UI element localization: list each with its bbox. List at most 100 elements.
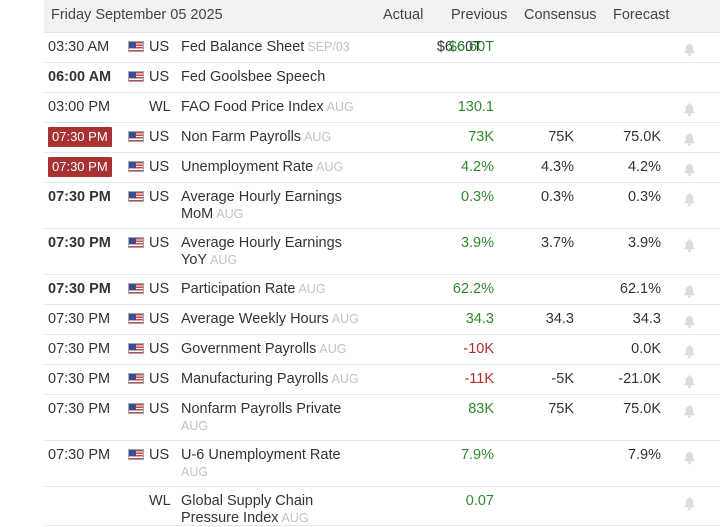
event-time: 06:00 AM (48, 69, 112, 85)
forecast-value: 7.9% (627, 447, 661, 463)
event-name[interactable]: Fed Goolsbee Speech (181, 69, 371, 86)
event-name[interactable]: Global Supply Chain Pressure Index AUG (181, 493, 371, 527)
bell-icon[interactable] (683, 405, 696, 419)
calendar-row[interactable]: 03:30 AM US Fed Balance Sheet SEP/03 $6.60T $… (44, 33, 720, 63)
bell-icon[interactable] (683, 133, 696, 147)
us-flag-icon (128, 283, 144, 294)
forecast-value: 0.3% (627, 189, 661, 205)
us-flag-icon (128, 343, 144, 354)
calendar-row[interactable]: 07:30 PM US Average Hourly Earnings YoY AUG… (44, 229, 720, 275)
bell-icon[interactable] (683, 193, 696, 207)
country-code: US (149, 401, 170, 417)
country-code: US (149, 447, 170, 463)
calendar-row[interactable]: 07:30 PM US Government Payrolls AUG -10K 0.0K (44, 335, 720, 365)
event-name[interactable]: Participation Rate AUG (181, 281, 371, 298)
us-flag-icon (128, 161, 144, 172)
calendar-row[interactable]: 03:00 PM WL FAO Food Price Index AUG 130.1 (44, 93, 720, 123)
country-code: US (149, 159, 170, 175)
event-name[interactable]: Non Farm Payrolls AUG (181, 129, 371, 146)
column-consensus[interactable]: Consensus (524, 7, 597, 23)
consensus-value: 0.3% (540, 189, 574, 205)
forecast-value: 4.2% (627, 159, 661, 175)
event-name[interactable]: Manufacturing Payrolls AUG (181, 371, 371, 388)
bell-icon[interactable] (683, 285, 696, 299)
calendar-row[interactable]: 07:30 PM US Nonfarm Payrolls Private AUG 83K… (44, 395, 720, 441)
us-flag-icon (128, 449, 144, 460)
event-period: AUG (181, 419, 209, 433)
us-flag-icon (128, 403, 144, 414)
event-period: AUG (326, 100, 354, 114)
us-flag-icon (128, 237, 144, 248)
event-time: 07:30 PM (48, 157, 112, 177)
event-name[interactable]: Average Hourly Earnings MoM AUG (181, 189, 371, 223)
forecast-value: 34.3 (632, 311, 661, 327)
event-name[interactable]: U-6 Unemployment Rate AUG (181, 447, 371, 481)
bell-icon[interactable] (683, 239, 696, 253)
event-period: AUG (216, 207, 244, 221)
event-time: 07:30 PM (48, 189, 111, 205)
event-title: Government Payrolls (181, 341, 317, 357)
event-title: U-6 Unemployment Rate (181, 447, 341, 463)
previous-value: 73K (468, 129, 494, 145)
us-flag-icon (128, 373, 144, 384)
event-name[interactable]: Unemployment Rate AUG (181, 159, 371, 176)
bell-icon[interactable] (683, 103, 696, 117)
bell-icon[interactable] (683, 345, 696, 359)
event-time: 07:30 PM (48, 235, 111, 251)
previous-value: 62.2% (452, 281, 494, 297)
us-flag-icon (128, 191, 144, 202)
consensus-value: 75K (548, 401, 574, 417)
event-title: Manufacturing Payrolls (181, 371, 329, 387)
bell-icon[interactable] (683, 163, 696, 177)
forecast-value: 62.1% (619, 281, 661, 297)
previous-value: 0.3% (460, 189, 494, 205)
event-time: 07:30 PM (48, 447, 111, 463)
consensus-value: -5K (551, 371, 574, 387)
calendar-row[interactable]: 07:30 PM US Average Weekly Hours AUG 34.3 34.… (44, 305, 720, 335)
event-time: 03:00 PM (48, 99, 111, 115)
calendar-row[interactable]: WL Global Supply Chain Pressure Index AUG 0… (44, 487, 720, 526)
us-flag-icon (128, 313, 144, 324)
country-code: US (149, 129, 170, 145)
calendar-row[interactable]: 07:30 PM US Unemployment Rate AUG 4.2% 4.3% 4.… (44, 153, 720, 183)
event-name[interactable]: Nonfarm Payrolls Private AUG (181, 401, 371, 435)
calendar-row[interactable]: 06:00 AM US Fed Goolsbee Speech (44, 63, 720, 93)
country-code: US (149, 235, 170, 251)
bell-icon[interactable] (683, 451, 696, 465)
event-name[interactable]: Average Hourly Earnings YoY AUG (181, 235, 371, 269)
calendar-row[interactable]: 07:30 PM US Non Farm Payrolls AUG 73K 75K 75.0… (44, 123, 720, 153)
forecast-value: 75.0K (623, 129, 661, 145)
country-code: US (149, 39, 170, 55)
calendar-header: Friday September 05 2025 Actual Previous… (44, 0, 720, 33)
calendar-row[interactable]: 07:30 PM US U-6 Unemployment Rate AUG 7.9% 7.… (44, 441, 720, 487)
event-name[interactable]: FAO Food Price Index AUG (181, 99, 371, 116)
event-title: Nonfarm Payrolls Private (181, 401, 342, 417)
event-title: Average Hourly Earnings YoY (181, 235, 342, 268)
country-code: US (149, 371, 170, 387)
forecast-value: 75.0K (623, 401, 661, 417)
column-actual[interactable]: Actual (383, 7, 424, 23)
forecast-value: 3.9% (627, 235, 661, 251)
calendar-row[interactable]: 07:30 PM US Manufacturing Payrolls AUG -11K -… (44, 365, 720, 395)
bell-icon[interactable] (683, 497, 696, 511)
calendar-row[interactable]: 07:30 PM US Average Hourly Earnings MoM AUG… (44, 183, 720, 229)
event-name[interactable]: Average Weekly Hours AUG (181, 311, 371, 328)
column-previous[interactable]: Previous (451, 7, 508, 23)
country-code: US (149, 341, 170, 357)
column-forecast[interactable]: Forecast (613, 7, 670, 23)
event-title: Participation Rate (181, 281, 296, 297)
country-code: WL (149, 99, 171, 115)
economic-calendar: Friday September 05 2025 Actual Previous… (44, 0, 720, 526)
calendar-row[interactable]: 07:30 PM US Participation Rate AUG 62.2% 62.1… (44, 275, 720, 305)
bell-icon[interactable] (683, 375, 696, 389)
previous-value: 130.1 (457, 99, 494, 115)
event-period: AUG (298, 282, 326, 296)
bell-icon[interactable] (683, 43, 696, 57)
consensus-value: 75K (548, 129, 574, 145)
actual-value: $6.60T (436, 39, 482, 55)
event-name[interactable]: Fed Balance Sheet SEP/03 (181, 39, 371, 56)
event-name[interactable]: Government Payrolls AUG (181, 341, 371, 358)
event-title: Average Weekly Hours (181, 311, 329, 327)
us-flag-icon (128, 71, 144, 82)
bell-icon[interactable] (683, 315, 696, 329)
